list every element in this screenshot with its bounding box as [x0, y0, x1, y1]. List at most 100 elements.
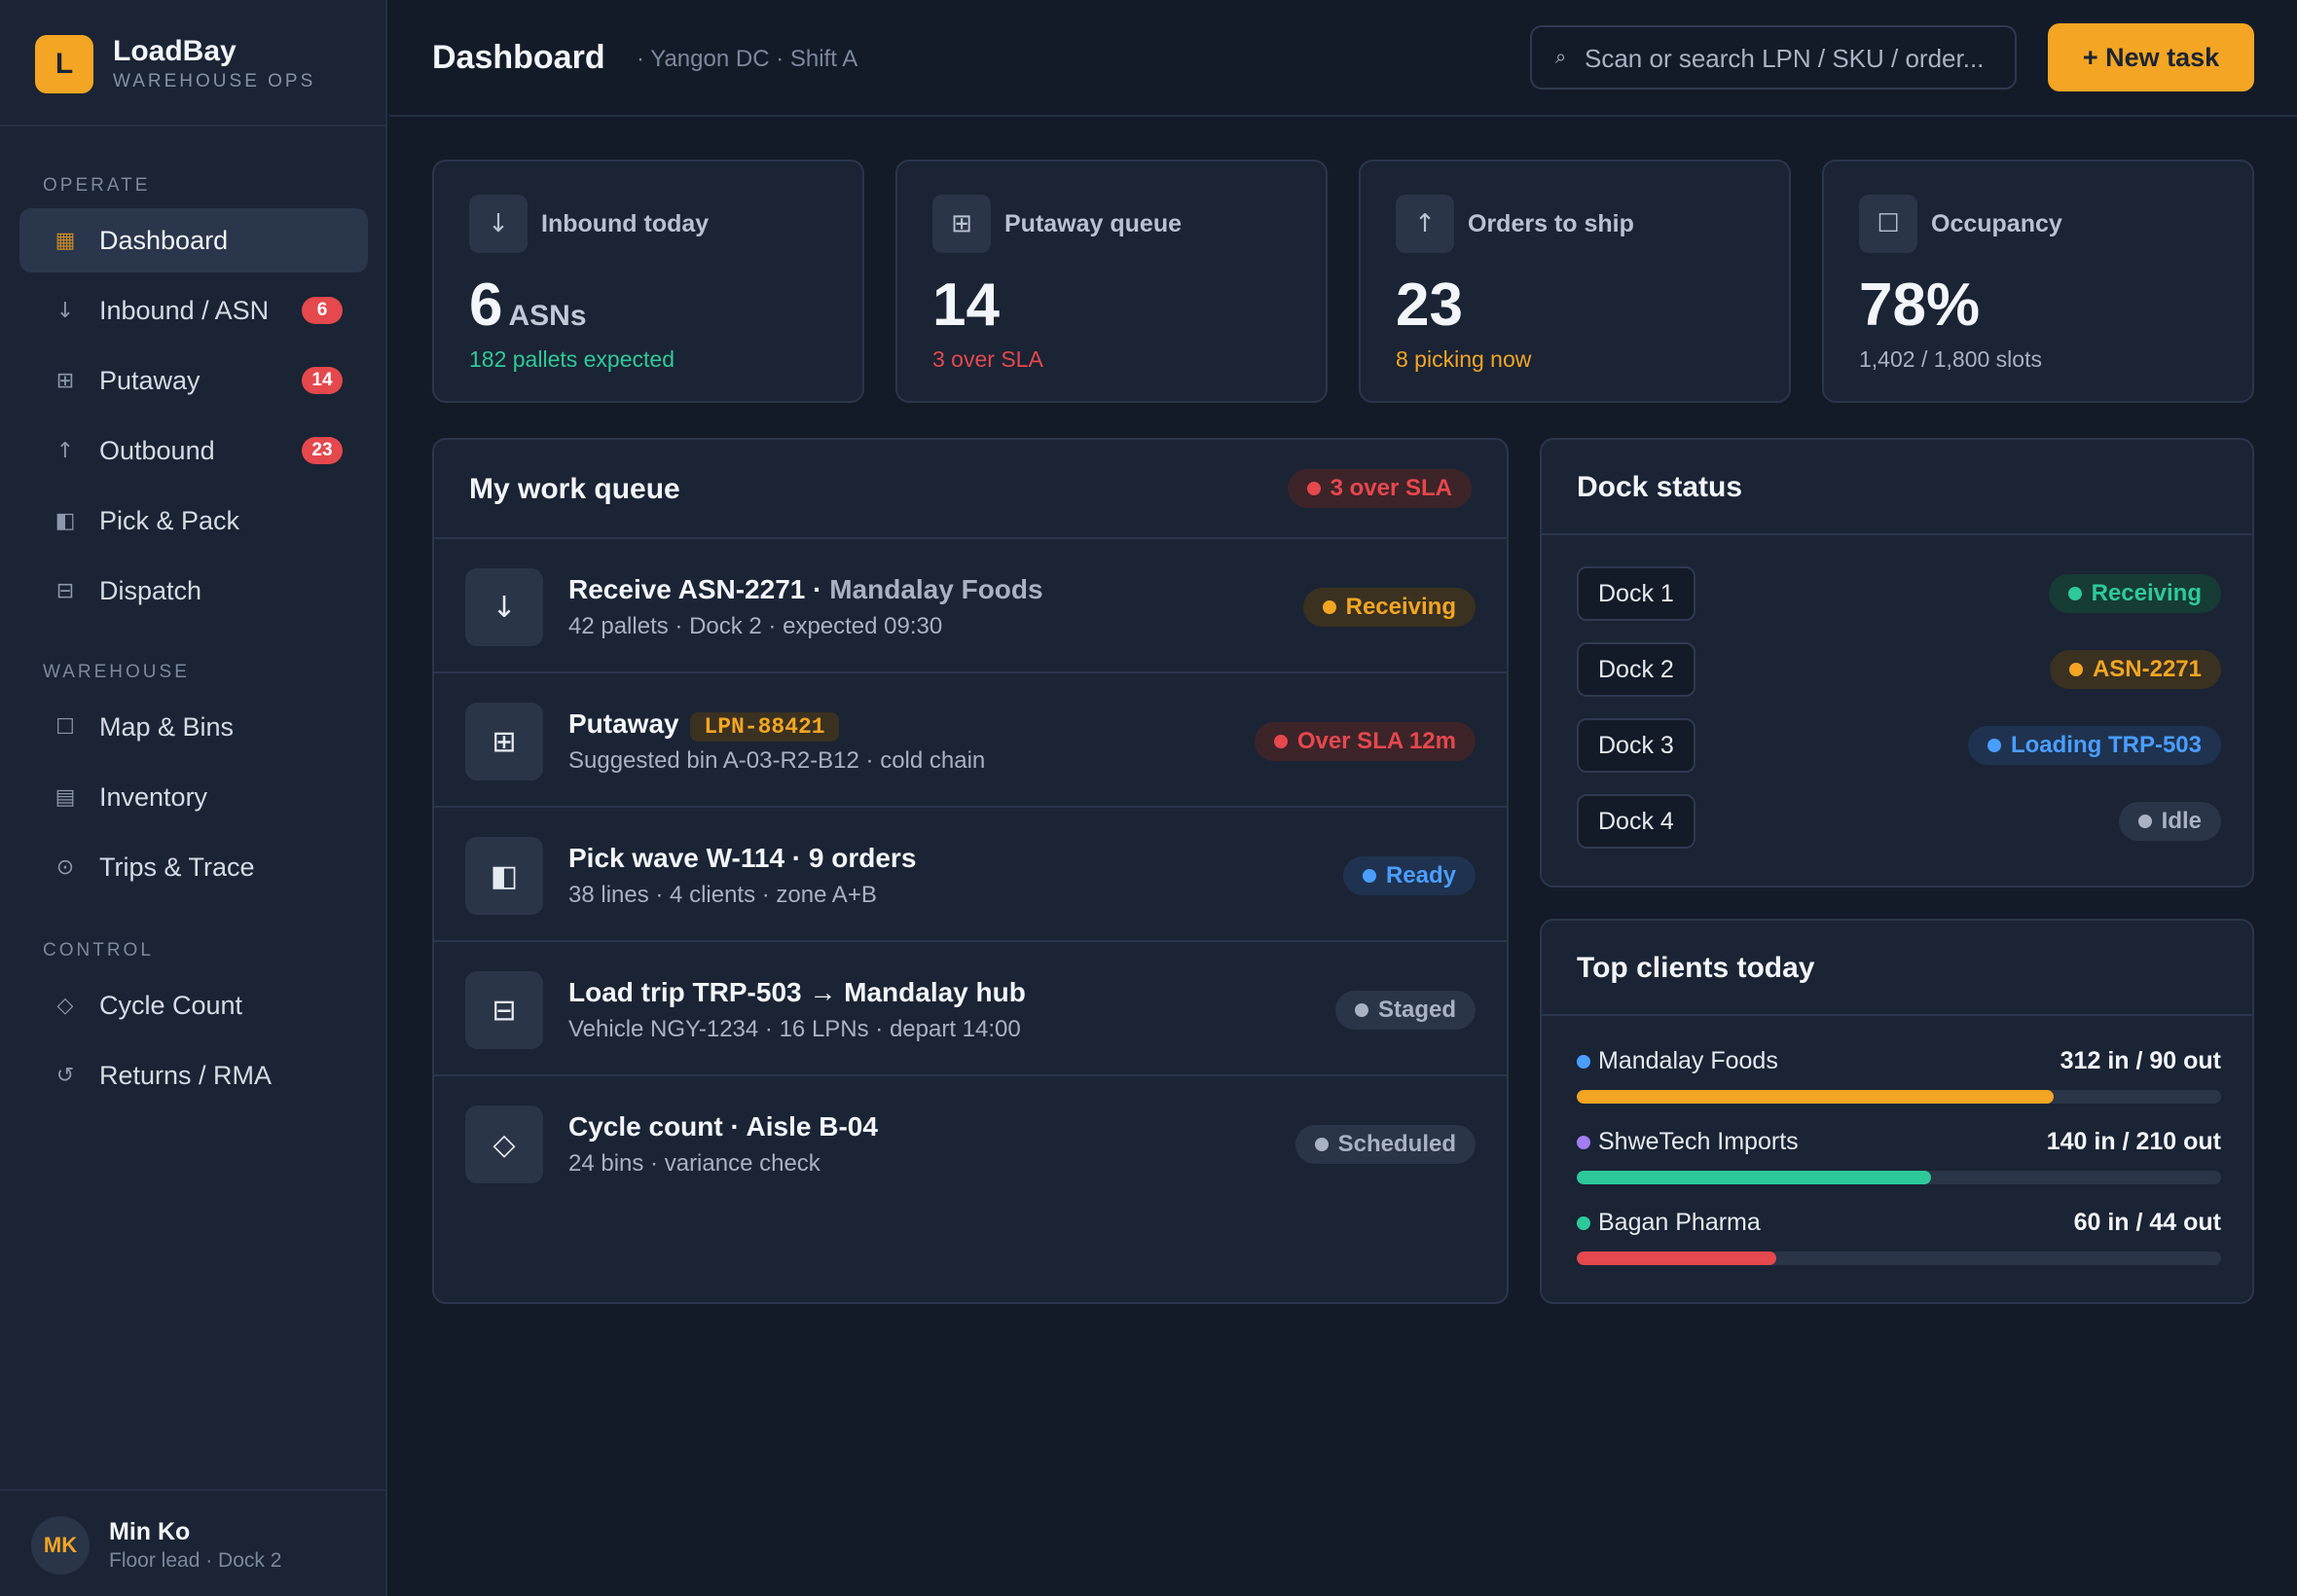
- status-label: Idle: [2161, 808, 2202, 834]
- queue-item[interactable]: ⊟ Load trip TRP-503 → Mandalay hub Vehicle…: [434, 942, 1507, 1076]
- queue-item[interactable]: ◧ Pick wave W-114 · 9 orders 38 lines · 4 …: [434, 808, 1507, 942]
- dock-chip[interactable]: Dock 4: [1577, 794, 1695, 849]
- queue-item[interactable]: ◇ Cycle count · Aisle B-04 24 bins · varia…: [434, 1076, 1507, 1211]
- client-stats: 312 in / 90 out: [2060, 1047, 2221, 1074]
- brand: L LoadBay WAREHOUSE OPS: [0, 0, 387, 127]
- stat-number: 6: [469, 272, 503, 339]
- dock-status-badge[interactable]: Loading TRP-503: [1967, 726, 2221, 765]
- status-label: Over SLA 12m: [1296, 728, 1456, 754]
- sidebar-item-label: Pick & Pack: [99, 505, 240, 535]
- over-sla-badge[interactable]: 3 over SLA: [1287, 469, 1472, 508]
- user-name: Min Ko: [109, 1518, 191, 1545]
- arrow-down-icon: ↓: [465, 568, 543, 646]
- status-label: Receiving: [1345, 594, 1456, 620]
- lpn-tag[interactable]: LPN-88421: [690, 712, 839, 742]
- dock-status-badge[interactable]: Receiving: [2048, 574, 2221, 613]
- stat-value: 78%: [1859, 271, 1980, 340]
- status-dot: [2068, 663, 2083, 676]
- sidebar-item-inventory[interactable]: ▤ Inventory: [19, 765, 368, 829]
- stat-number: 23: [1396, 272, 1463, 339]
- half-square-icon: ◧: [55, 508, 76, 533]
- sidebar: L LoadBay WAREHOUSE OPS OPERATE WAREHOUS…: [0, 0, 387, 1596]
- client-bar-track: [1577, 1171, 2221, 1184]
- sidebar-item-inbound-asn[interactable]: ↓ Inbound / ASN 6: [19, 278, 368, 343]
- sidebar-item-cycle-count[interactable]: ◇ Cycle Count: [19, 973, 368, 1037]
- sidebar-item-pick-pack[interactable]: ◧ Pick & Pack: [19, 489, 368, 553]
- count-badge: 23: [302, 437, 343, 464]
- dock-status-title: Dock status: [1577, 471, 1743, 503]
- sidebar-item-putaway[interactable]: ⊞ Putaway 14: [19, 348, 368, 413]
- stat-value: 6 ASNs: [469, 271, 587, 340]
- box-minus-icon: ⊟: [465, 971, 543, 1049]
- stat-card-putaway-queue[interactable]: ⊞ Putaway queue 14 3 over SLA: [895, 160, 1328, 403]
- client-row[interactable]: ShweTech Imports 140 in / 210 out: [1577, 1128, 2221, 1196]
- client-row[interactable]: Bagan Pharma 60 in / 44 out: [1577, 1209, 2221, 1277]
- user-profile[interactable]: MK Min Ko Floor lead · Dock 2: [0, 1489, 387, 1596]
- dock-chip[interactable]: Dock 1: [1577, 566, 1695, 621]
- avatar[interactable]: MK: [31, 1516, 90, 1575]
- search-box[interactable]: ⌕: [1530, 25, 2017, 90]
- dock-status-badge[interactable]: Idle: [2118, 802, 2221, 841]
- dock-row-dock-1[interactable]: Dock 1 Receiving: [1577, 566, 2221, 621]
- stat-card-occupancy[interactable]: ☐ Occupancy 78% 1,402 / 1,800 slots: [1822, 160, 2254, 403]
- queue-item[interactable]: ↓ Receive ASN-2271 · Mandalay Foods 42 pal…: [434, 539, 1507, 673]
- brand-subtitle: WAREHOUSE OPS: [113, 71, 316, 91]
- stat-title: Orders to ship: [1468, 210, 1634, 237]
- square-icon: ☐: [1859, 195, 1917, 253]
- client-name: ShweTech Imports: [1577, 1128, 1799, 1156]
- status-badge[interactable]: Receiving: [1302, 588, 1476, 627]
- sidebar-item-dashboard[interactable]: ▦ Dashboard: [19, 208, 368, 272]
- sidebar-item-label: Putaway: [99, 365, 201, 395]
- dock-row-dock-4[interactable]: Dock 4 Idle: [1577, 794, 2221, 849]
- sidebar-item-outbound[interactable]: ↑ Outbound 23: [19, 418, 368, 483]
- sidebar-item-label: Dashboard: [99, 225, 229, 255]
- top-header: Dashboard · Yangon DC · Shift A ⌕ + New …: [389, 0, 2297, 117]
- status-dot: [1322, 600, 1336, 614]
- dock-chip[interactable]: Dock 3: [1577, 718, 1695, 773]
- new-task-button[interactable]: + New task: [2048, 23, 2254, 91]
- sidebar-item-label: Dispatch: [99, 575, 202, 605]
- search-input[interactable]: [1585, 37, 2003, 80]
- dock-row-dock-3[interactable]: Dock 3 Loading TRP-503: [1577, 718, 2221, 773]
- arrow-up-icon: ↑: [55, 438, 75, 463]
- status-badge[interactable]: Staged: [1334, 991, 1476, 1030]
- sidebar-item-label: Cycle Count: [99, 990, 243, 1020]
- half-square-icon: ◧: [465, 837, 543, 915]
- stat-number: 14: [932, 272, 1000, 339]
- stat-note: 1,402 / 1,800 slots: [1859, 346, 2042, 372]
- status-badge[interactable]: Over SLA 12m: [1254, 722, 1476, 761]
- status-label: ASN-2271: [2092, 656, 2202, 682]
- grid-icon: ⊞: [465, 703, 543, 780]
- page-title: Dashboard: [432, 39, 605, 76]
- queue-item-title: Pick wave W-114 · 9 orders: [568, 843, 916, 874]
- status-badge[interactable]: Scheduled: [1294, 1125, 1476, 1164]
- status-label: Ready: [1385, 862, 1456, 889]
- sidebar-item-returns-rma[interactable]: ↺ Returns / RMA: [19, 1043, 368, 1107]
- status-badge[interactable]: Ready: [1342, 856, 1476, 895]
- sidebar-item-map-bins[interactable]: ☐ Map & Bins: [19, 695, 368, 759]
- client-dot: [1577, 1135, 1590, 1149]
- dock-status-badge[interactable]: ASN-2271: [2049, 650, 2221, 689]
- page-subtitle: · Yangon DC · Shift A: [637, 46, 858, 72]
- dock-chip[interactable]: Dock 2: [1577, 642, 1695, 697]
- sidebar-item-trips-trace[interactable]: ⊙ Trips & Trace: [19, 835, 368, 899]
- sidebar-item-dispatch[interactable]: ⊟ Dispatch: [19, 559, 368, 623]
- queue-item-title-main: Pick wave W-114 · 9 orders: [568, 843, 917, 873]
- client-bar-fill: [1577, 1171, 1932, 1184]
- client-bar-track: [1577, 1090, 2221, 1104]
- grid-icon: ⊞: [55, 368, 75, 393]
- queue-item[interactable]: ⊞ Putaway LPN-88421 Suggested bin A-03-R2-…: [434, 673, 1507, 808]
- dock-row-dock-2[interactable]: Dock 2 ASN-2271: [1577, 642, 2221, 697]
- stat-title: Inbound today: [541, 210, 710, 237]
- client-row[interactable]: Mandalay Foods 312 in / 90 out: [1577, 1047, 2221, 1115]
- brand-name: LoadBay: [113, 35, 237, 67]
- queue-item-subtitle: Suggested bin A-03-R2-B12 · cold chain: [568, 747, 986, 774]
- nav-section-warehouse: WAREHOUSE: [43, 662, 190, 682]
- brand-logo[interactable]: L: [35, 35, 93, 93]
- work-queue-header: My work queue 3 over SLA: [434, 440, 1507, 539]
- stat-card-orders-to-ship[interactable]: ↑ Orders to ship 23 8 picking now: [1359, 160, 1791, 403]
- diamond-icon: ◇: [56, 993, 74, 1018]
- status-dot: [1362, 869, 1376, 883]
- stat-card-inbound-today[interactable]: ↓ Inbound today 6 ASNs 182 pallets expected: [432, 160, 864, 403]
- arrow-up-icon: ↑: [1396, 195, 1454, 253]
